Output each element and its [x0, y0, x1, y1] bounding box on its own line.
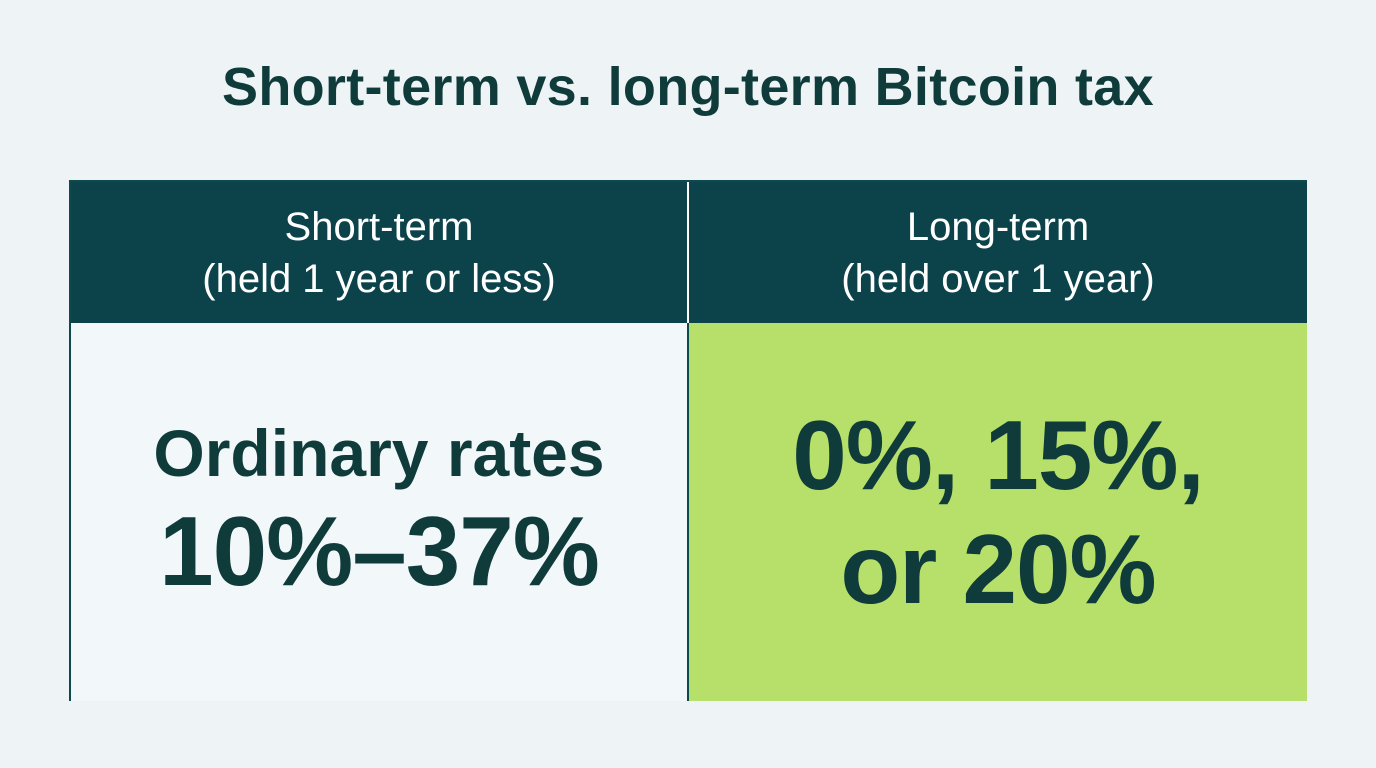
page-title: Short-term vs. long-term Bitcoin tax: [222, 57, 1154, 117]
long-term-header-label: Long-term: [906, 204, 1090, 249]
long-term-header: Long-term (held over 1 year): [689, 182, 1307, 323]
short-term-rate-label: Ordinary rates: [153, 416, 605, 490]
long-term-rate-line2: or 20%: [840, 514, 1156, 624]
comparison-table: Short-term (held 1 year or less) Long-te…: [69, 180, 1307, 701]
long-term-rate-cell: 0%, 15%, or 20%: [689, 323, 1307, 701]
long-term-rate-line1: 0%, 15%,: [792, 400, 1204, 510]
short-term-header-sublabel: (held 1 year or less): [202, 256, 556, 301]
short-term-header: Short-term (held 1 year or less): [71, 182, 689, 323]
short-term-rate-range: 10%–37%: [159, 496, 600, 606]
long-term-header-sublabel: (held over 1 year): [841, 256, 1155, 301]
short-term-rate-cell: Ordinary rates 10%–37%: [71, 323, 689, 701]
short-term-header-label: Short-term: [284, 204, 474, 249]
